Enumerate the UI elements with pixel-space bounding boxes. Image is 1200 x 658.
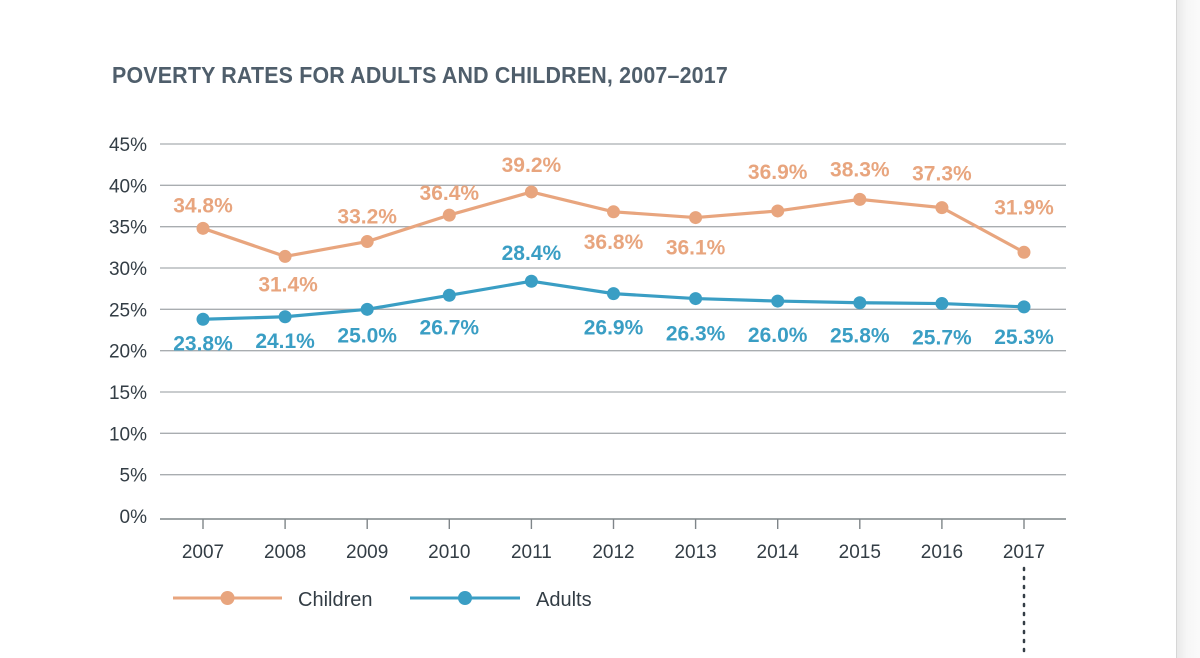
children-data-label: 37.3% xyxy=(912,163,972,186)
adults-data-point xyxy=(442,288,456,302)
children-data-point xyxy=(1017,245,1031,259)
gridlines xyxy=(160,143,1066,476)
adults-data-point xyxy=(360,302,374,316)
y-tick-label: 10% xyxy=(109,424,147,445)
adults-data-point xyxy=(196,312,210,326)
page-edge xyxy=(1176,0,1200,658)
adults-data-point xyxy=(607,287,620,301)
x-tick-label: 2016 xyxy=(921,542,963,563)
children-legend-marker xyxy=(220,591,235,605)
adults-data-label: 28.4% xyxy=(502,242,562,265)
adults-data-point xyxy=(278,310,292,324)
x-tick-label: 2017 xyxy=(1003,542,1045,563)
y-tick-label: 35% xyxy=(109,218,147,239)
children-data-label: 36.9% xyxy=(748,161,808,184)
children-data-point xyxy=(442,208,456,222)
adults-data-label: 26.3% xyxy=(666,323,726,346)
children-legend-label: Children xyxy=(298,589,372,611)
children-data-point xyxy=(524,185,538,199)
chart-title: POVERTY RATES FOR ADULTS AND CHILDREN, 2… xyxy=(112,62,728,88)
series xyxy=(196,185,1031,326)
children-data-point xyxy=(607,205,620,219)
y-tick-label: 25% xyxy=(109,300,147,321)
children-data-point xyxy=(771,204,785,218)
children-data-label: 36.1% xyxy=(666,237,726,260)
children-data-label: 31.4% xyxy=(258,273,318,296)
children-data-point xyxy=(935,201,949,215)
children-data-point xyxy=(360,235,374,249)
x-tick-label: 2009 xyxy=(346,542,388,563)
data-labels: 34.8% 31.4% 33.2% 36.4% 39.2% 36.8% 36.1% 36.9%… xyxy=(173,154,1054,355)
adults-data-label: 26.0% xyxy=(748,324,808,347)
adults-data-label: 24.1% xyxy=(255,330,315,353)
x-tick-label: 2015 xyxy=(839,542,881,563)
y-tick-label: 20% xyxy=(109,342,147,363)
children-data-point xyxy=(278,249,292,263)
x-tick-label: 2012 xyxy=(592,542,634,563)
children-data-point xyxy=(196,221,210,235)
children-data-label: 36.4% xyxy=(420,182,480,205)
adults-data-label: 23.8% xyxy=(173,332,233,355)
adults-data-label: 25.7% xyxy=(912,327,972,350)
y-axis: 0% 5% 10% 15% 20% 25% 30% 35% 40% 45% xyxy=(109,135,147,528)
adults-data-label: 26.9% xyxy=(584,317,644,340)
adults-data-point xyxy=(935,297,949,311)
children-data-label: 31.9% xyxy=(994,196,1054,219)
children-data-label: 33.2% xyxy=(337,206,397,229)
adults-data-point xyxy=(524,274,538,288)
y-tick-label: 45% xyxy=(109,135,147,156)
children-data-point xyxy=(689,211,703,225)
adults-data-label: 26.7% xyxy=(420,316,480,339)
adults-data-label: 25.3% xyxy=(994,326,1054,349)
x-axis: 2007 2008 2009 2010 2011 2012 2013 2014 2015 2016… xyxy=(160,518,1066,563)
x-tick-label: 2014 xyxy=(757,542,800,563)
children-data-label: 39.2% xyxy=(502,154,562,177)
y-tick-label: 15% xyxy=(109,383,147,404)
x-tick-label: 2007 xyxy=(182,542,224,563)
x-tick-label: 2013 xyxy=(674,542,716,563)
adults-series-line xyxy=(202,279,1025,321)
adults-legend-marker xyxy=(458,591,472,605)
children-data-point xyxy=(853,192,867,206)
children-data-label: 34.8% xyxy=(173,194,233,217)
y-tick-label: 30% xyxy=(109,259,147,280)
adults-legend-label: Adults xyxy=(536,589,592,611)
children-data-label: 38.3% xyxy=(830,158,890,181)
x-tick-label: 2010 xyxy=(428,542,470,563)
adults-data-point xyxy=(689,292,703,306)
adults-data-point xyxy=(771,294,785,308)
adults-data-label: 25.8% xyxy=(830,325,890,348)
x-tick-label: 2008 xyxy=(264,542,306,563)
adults-data-point xyxy=(853,296,867,310)
y-tick-label: 0% xyxy=(120,507,148,528)
x-tick-label: 2011 xyxy=(511,542,552,563)
legend: Children Adults xyxy=(173,589,592,611)
children-data-label: 36.8% xyxy=(584,231,644,254)
y-tick-label: 40% xyxy=(109,176,147,197)
adults-data-label: 25.0% xyxy=(337,324,397,347)
y-tick-label: 5% xyxy=(120,466,148,487)
adults-data-point xyxy=(1017,300,1031,314)
